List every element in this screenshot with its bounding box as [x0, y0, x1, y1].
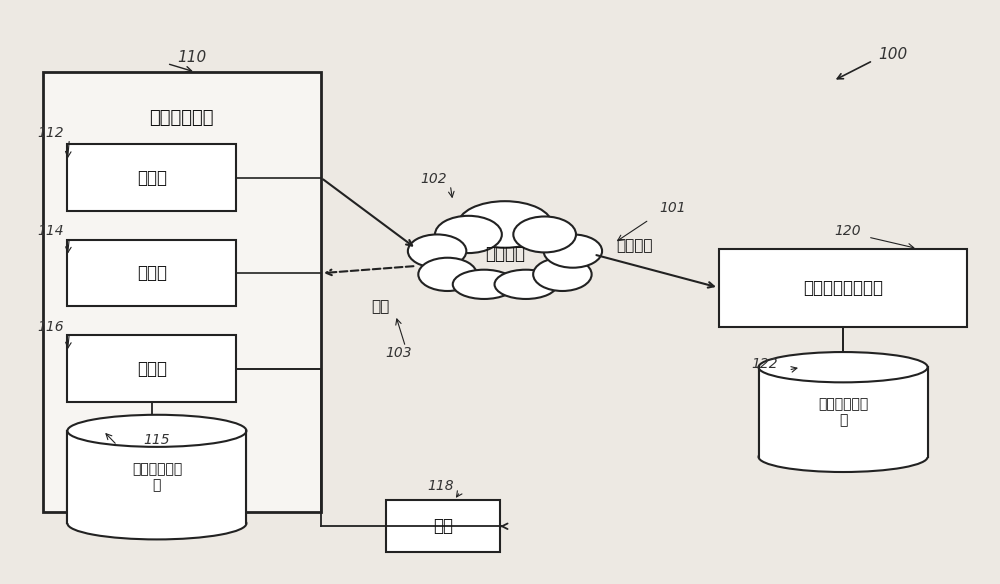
- Text: 反馈: 反馈: [372, 299, 390, 314]
- Ellipse shape: [544, 234, 602, 267]
- Ellipse shape: [435, 216, 502, 253]
- Ellipse shape: [759, 442, 928, 472]
- Text: 超声图像装置: 超声图像装置: [150, 109, 214, 127]
- Text: 探针: 探针: [433, 517, 453, 536]
- Ellipse shape: [67, 415, 246, 447]
- Ellipse shape: [495, 270, 557, 299]
- Text: 显示器: 显示器: [137, 169, 167, 187]
- Text: 114: 114: [38, 224, 64, 238]
- Text: 超声图像数据
库: 超声图像数据 库: [132, 462, 182, 492]
- Text: 存储器: 存储器: [137, 264, 167, 282]
- Text: 112: 112: [38, 126, 64, 140]
- Bar: [43, 72, 321, 512]
- Text: 通信网络: 通信网络: [485, 245, 525, 263]
- Ellipse shape: [418, 258, 477, 291]
- Text: 图像知识数据
库: 图像知识数据 库: [818, 397, 868, 427]
- Bar: [67, 144, 236, 211]
- Text: 100: 100: [878, 47, 907, 62]
- Text: 102: 102: [420, 172, 447, 186]
- Ellipse shape: [458, 201, 552, 248]
- Ellipse shape: [513, 217, 576, 252]
- Text: 101: 101: [659, 201, 686, 215]
- Text: 122: 122: [752, 357, 778, 371]
- Ellipse shape: [533, 258, 592, 291]
- Bar: [67, 431, 246, 523]
- Text: 处理器: 处理器: [137, 360, 167, 378]
- Ellipse shape: [67, 507, 246, 540]
- Bar: [759, 367, 928, 457]
- Text: 103: 103: [386, 346, 412, 360]
- Text: 超声图像识别模块: 超声图像识别模块: [803, 279, 883, 297]
- Text: 118: 118: [427, 479, 454, 493]
- Text: 110: 110: [177, 50, 206, 65]
- Text: 120: 120: [835, 224, 861, 238]
- Bar: [719, 249, 967, 326]
- Text: （图像）: （图像）: [616, 238, 653, 253]
- Text: 115: 115: [144, 433, 170, 447]
- Bar: [67, 335, 236, 402]
- Ellipse shape: [759, 352, 928, 383]
- Bar: [67, 240, 236, 307]
- Bar: [386, 500, 500, 552]
- Text: 116: 116: [38, 319, 64, 333]
- Ellipse shape: [453, 270, 515, 299]
- Ellipse shape: [408, 234, 466, 267]
